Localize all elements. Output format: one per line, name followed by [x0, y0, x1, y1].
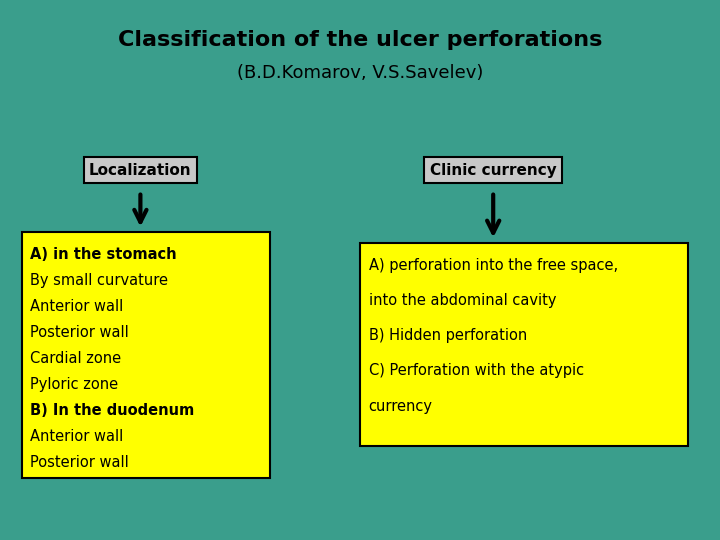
Text: into the abdominal cavity: into the abdominal cavity	[369, 293, 556, 308]
Text: Anterior wall: Anterior wall	[30, 299, 124, 314]
Text: A) in the stomach: A) in the stomach	[30, 247, 177, 262]
Text: Anterior wall: Anterior wall	[30, 429, 124, 444]
Text: Clinic currency: Clinic currency	[430, 163, 557, 178]
Text: A) perforation into the free space,: A) perforation into the free space,	[369, 258, 618, 273]
Text: B) Hidden perforation: B) Hidden perforation	[369, 328, 527, 343]
FancyBboxPatch shape	[22, 232, 270, 478]
Text: Cardial zone: Cardial zone	[30, 351, 122, 366]
Text: Posterior wall: Posterior wall	[30, 325, 129, 340]
Text: (B.D.Komarov, V.S.Savelev): (B.D.Komarov, V.S.Savelev)	[237, 64, 483, 82]
FancyBboxPatch shape	[360, 243, 688, 446]
Text: By small curvature: By small curvature	[30, 273, 168, 288]
Text: Classification of the ulcer perforations: Classification of the ulcer perforations	[118, 30, 602, 51]
Text: B) In the duodenum: B) In the duodenum	[30, 403, 194, 418]
Text: Posterior wall: Posterior wall	[30, 455, 129, 470]
Text: currency: currency	[369, 399, 433, 414]
Text: C) Perforation with the atypic: C) Perforation with the atypic	[369, 363, 584, 379]
Text: Localization: Localization	[89, 163, 192, 178]
Text: Pyloric zone: Pyloric zone	[30, 377, 118, 392]
